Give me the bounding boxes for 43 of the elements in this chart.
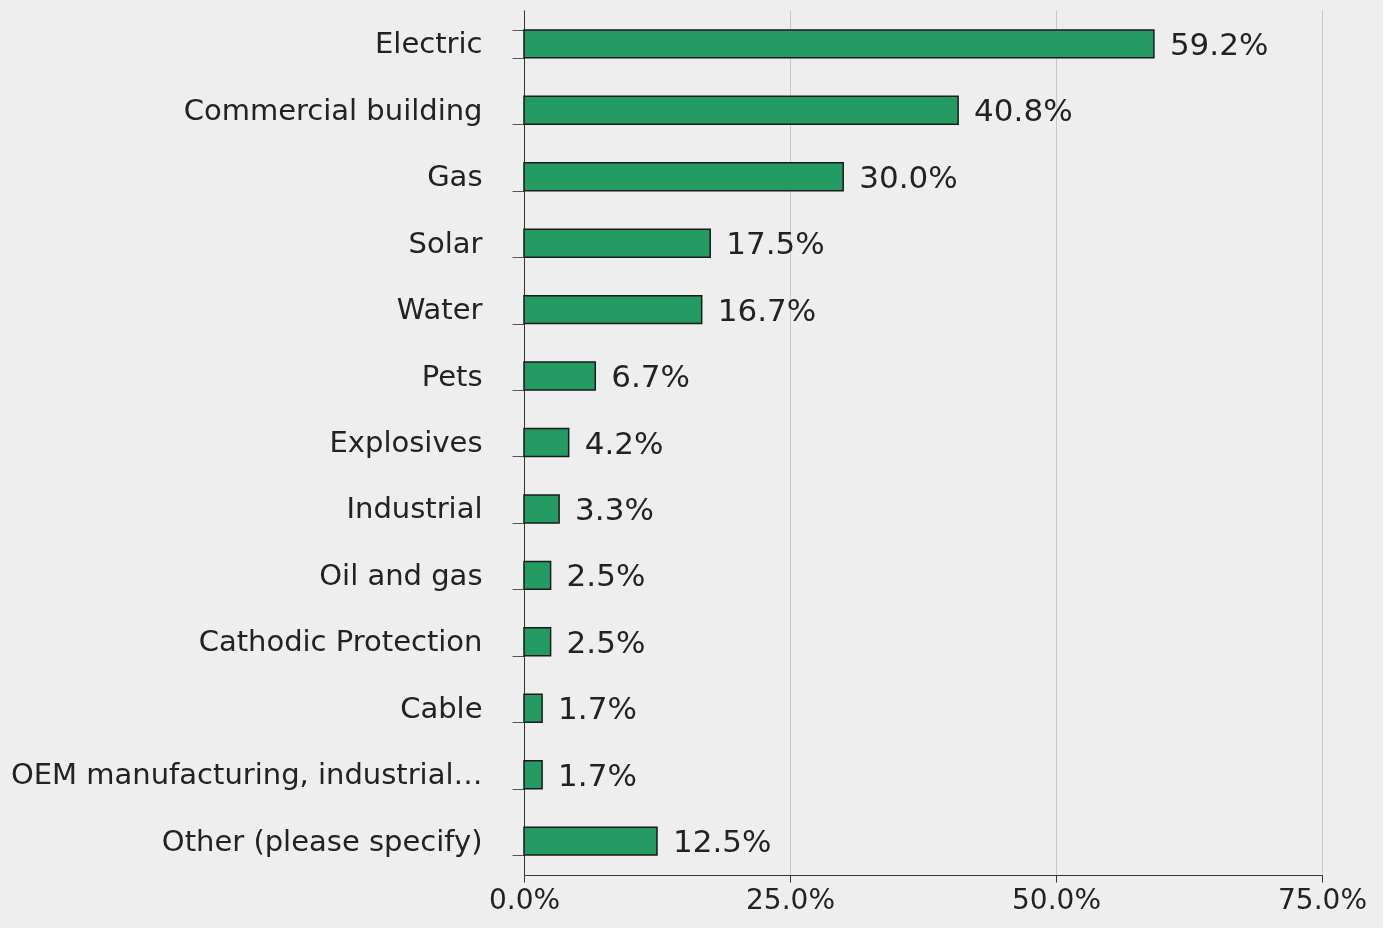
x-tick-label: 75.0% bbox=[1278, 882, 1367, 916]
y-tick-label: OEM manufacturing, industrial… bbox=[10, 757, 483, 792]
y-tick-label: Cable bbox=[400, 690, 483, 725]
y-tick-label: Water bbox=[396, 292, 483, 327]
data-label: 16.7% bbox=[717, 291, 817, 328]
data-label: 6.7% bbox=[611, 358, 691, 395]
data-label: 30.0% bbox=[859, 158, 958, 195]
bar bbox=[523, 95, 959, 126]
bar bbox=[523, 494, 560, 524]
bar bbox=[523, 294, 703, 325]
data-label: 2.5% bbox=[566, 557, 646, 594]
y-tick-label: Oil and gas bbox=[319, 557, 483, 592]
bar bbox=[523, 826, 658, 856]
data-label: 17.5% bbox=[726, 225, 825, 262]
y-tick-label: Gas bbox=[427, 159, 483, 194]
bar bbox=[523, 759, 543, 790]
y-tick-label: Industrial bbox=[346, 491, 483, 526]
y-tick-label: Cathodic Protection bbox=[198, 624, 483, 659]
data-label: 40.8% bbox=[974, 92, 1073, 129]
y-tick-label: Explosives bbox=[329, 425, 483, 459]
y-tick-label: Other (please specify) bbox=[161, 823, 483, 858]
x-tick-label: 50.0% bbox=[1012, 882, 1101, 916]
bar bbox=[523, 693, 543, 723]
data-label: 2.5% bbox=[566, 623, 646, 660]
data-label: 4.2% bbox=[584, 424, 664, 461]
data-label: 3.3% bbox=[575, 490, 654, 527]
y-tick-label: Commercial building bbox=[183, 92, 483, 127]
x-tick-label: 0.0% bbox=[488, 882, 561, 916]
bar bbox=[523, 361, 597, 391]
bar bbox=[523, 427, 570, 458]
data-label: 1.7% bbox=[558, 756, 637, 793]
bar bbox=[523, 627, 552, 657]
bar bbox=[523, 29, 1155, 59]
bar bbox=[523, 560, 552, 591]
bar bbox=[523, 162, 844, 192]
data-label: 1.7% bbox=[558, 690, 637, 727]
bar bbox=[523, 228, 711, 258]
data-label: 59.2% bbox=[1169, 25, 1269, 62]
y-tick-label: Electric bbox=[375, 26, 483, 61]
y-tick-label: Solar bbox=[408, 225, 483, 260]
y-tick-label: Pets bbox=[421, 358, 483, 393]
data-label: 12.5% bbox=[673, 823, 772, 860]
x-tick-label: 25.0% bbox=[746, 882, 835, 916]
